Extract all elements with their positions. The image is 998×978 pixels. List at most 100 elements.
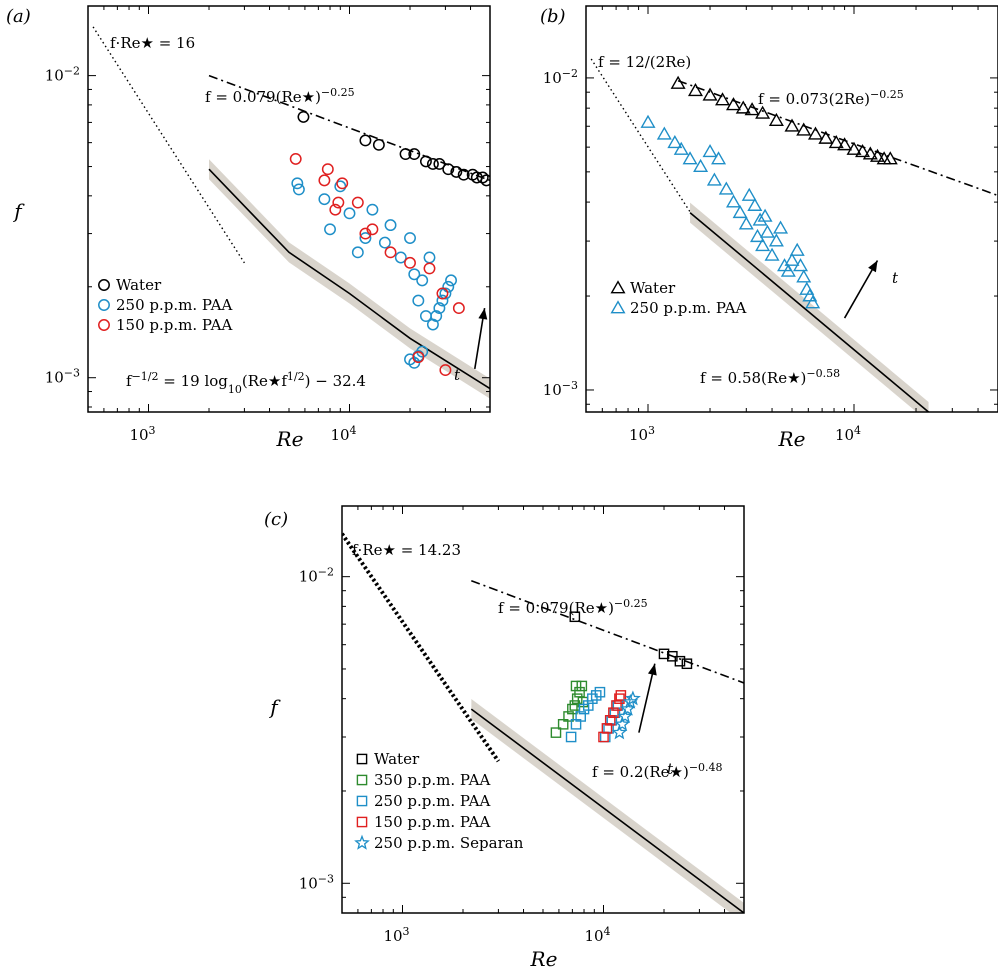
panel-b-point — [882, 151, 898, 165]
panel-a-point — [399, 148, 412, 161]
panel-c-point — [594, 686, 606, 698]
panel-c-point — [565, 731, 577, 743]
panel-b-point — [837, 137, 853, 151]
panel-b-point — [744, 102, 760, 116]
panel-b-legend: Water 250 p.p.m. PAA — [610, 279, 746, 317]
panel-b-point — [702, 144, 718, 158]
panel-a-annotation: f·Re★ = 16 — [110, 34, 195, 52]
panel-a-point — [318, 174, 331, 187]
panel-c-point — [624, 690, 641, 706]
panel-b-point — [796, 122, 812, 136]
panel-a-annotation: f = 0.079(Re★)−0.25 — [205, 86, 355, 107]
panel-b-legend-marker — [610, 300, 626, 314]
panel-a-y-axis-label: f — [12, 199, 25, 223]
panel-c-point — [611, 724, 628, 740]
panel-b-point — [869, 148, 885, 162]
panel-c-line-dotted_thick — [342, 532, 501, 763]
panel-b-point — [784, 252, 800, 266]
panel-b-series-1 — [640, 114, 821, 309]
panel-b-point — [735, 100, 751, 114]
panel-a-uncertainty-band — [209, 159, 490, 399]
panel-b-series-0 — [670, 75, 898, 165]
panel-a-point — [366, 223, 379, 236]
panel-a-arrow-head — [478, 308, 488, 320]
panel-b-x-axis-label: Re — [778, 427, 806, 451]
panel-a-point — [436, 294, 449, 307]
panel-c-series-3 — [598, 690, 627, 743]
panel-b-point — [725, 194, 742, 208]
panel-a-y-tick-label: 10−3 — [45, 366, 80, 387]
panel-a-point — [351, 246, 364, 259]
panel-b-point — [718, 181, 734, 195]
panel-a-line-dashdot — [208, 74, 490, 182]
panel-c-annotation: f = 0.2(Re★)−0.48 — [592, 761, 723, 782]
panel-a-point — [439, 364, 452, 377]
panel-b-point — [693, 158, 709, 172]
panel-a-series-0 — [297, 110, 490, 187]
panel-c-legend-marker — [356, 816, 368, 828]
panel-c-y-tick-label: 10−3 — [299, 872, 334, 893]
panel-b-legend-label: Water — [630, 279, 676, 297]
panel-b-annotation: f = 0.58(Re★)−0.58 — [700, 367, 840, 388]
panel-b-point — [793, 258, 809, 272]
panel-a: 103 104 10−3 10−2 (a) Re f f·Re★ = 16 f = 0.079(… — [6, 5, 491, 451]
panel-c: 103 104 10−3 10−2 (c) Re f f·Re★ = 14.23 f = 0.0… — [264, 505, 745, 971]
panel-b-point — [796, 269, 812, 283]
panel-c-legend-marker — [354, 834, 370, 850]
panel-b-point — [755, 105, 771, 119]
panel-b-point — [673, 141, 689, 155]
panel-c-plot-area — [342, 532, 744, 913]
panel-b-point — [757, 208, 773, 222]
panel-c-legend-label: 350 p.p.m. PAA — [374, 771, 490, 789]
panel-a-point — [378, 236, 391, 249]
panel-a-legend: Water 250 p.p.m. PAA 150 p.p.m. PAA — [98, 276, 232, 334]
panel-c-point — [570, 680, 582, 692]
panel-a-point — [408, 148, 421, 161]
panel-b-point — [828, 134, 844, 149]
panel-b-point — [702, 87, 718, 101]
panel-c-series-0 — [569, 611, 693, 670]
panel-a-point — [297, 110, 310, 123]
panel-b-point — [715, 92, 731, 106]
panel-a-point — [457, 168, 470, 181]
panel-a-point — [433, 302, 446, 315]
panel-a-point — [384, 219, 397, 232]
panel-b-point — [749, 228, 766, 243]
panel-c-point — [587, 693, 598, 704]
panel-b-y-tick-label: 10−2 — [543, 66, 578, 87]
panel-a-x-tick-label: 103 — [129, 424, 155, 445]
panel-a-point — [412, 351, 425, 364]
panel-b-point — [784, 118, 800, 132]
panel-a-point — [476, 171, 489, 184]
panel-b-point — [818, 130, 834, 144]
panel-a-point — [291, 177, 304, 190]
panel-a-y-tick-label: 10−2 — [45, 64, 80, 85]
panel-b-point — [855, 144, 871, 158]
panel-a-point — [416, 274, 429, 287]
panel-c-x-tick-label: 103 — [383, 925, 409, 946]
panel-a-legend-marker — [98, 319, 110, 331]
panel-c-line-solid — [470, 708, 744, 913]
panel-b-x-tick-label: 103 — [629, 424, 655, 445]
panel-c-point — [576, 680, 588, 692]
panel-a-point — [336, 177, 349, 190]
panel-a-x-axis-label: Re — [276, 427, 304, 451]
panel-b-line-dotted — [590, 58, 702, 229]
panel-b-annotation: f = 0.073(2Re)−0.25 — [758, 88, 904, 109]
panel-b-line-solid — [689, 212, 930, 412]
panel-c-point — [681, 658, 693, 670]
panel-b-legend-marker — [610, 280, 626, 294]
panel-a-point — [372, 138, 385, 151]
panel-c-point — [557, 718, 569, 730]
panel-c-series-1 — [550, 680, 589, 738]
panel-c-point — [614, 693, 625, 704]
panel-b-point — [682, 151, 698, 165]
panel-c-legend-label: 250 p.p.m. Separan — [374, 834, 524, 852]
panel-c-point — [563, 711, 574, 722]
panel-c-y-tick-label: 10−2 — [299, 565, 334, 586]
panel-c-point — [574, 686, 585, 698]
panel-a-point — [324, 223, 336, 236]
panel-b-point — [640, 114, 656, 128]
panel-b-point — [789, 242, 805, 256]
panel-b-point — [773, 220, 789, 234]
